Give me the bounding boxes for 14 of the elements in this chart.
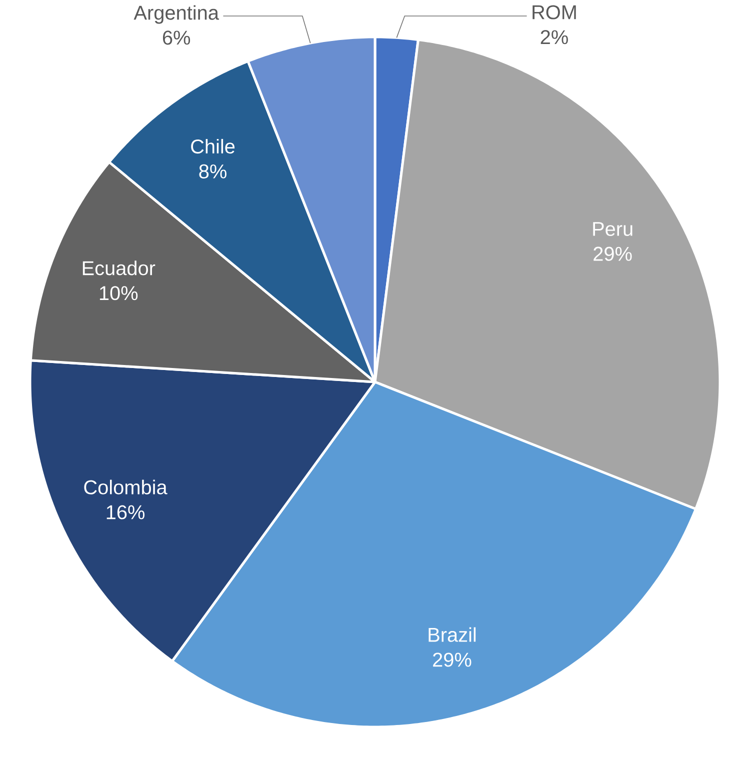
slice-label: Ecuador: [82, 260, 156, 276]
slice-label: Colombia: [84, 480, 168, 494]
slice-label: Peru: [593, 222, 632, 236]
data-label: 29%: [433, 652, 472, 667]
data-label: 2%: [540, 30, 568, 44]
slice-label: Argentina: [134, 5, 219, 24]
slice-label: Brazil: [428, 627, 476, 642]
slice-label: ROM: [532, 5, 576, 20]
data-label: 16%: [106, 505, 144, 520]
slice-label: Chile: [191, 138, 235, 154]
data-label: 10%: [100, 286, 138, 300]
data-label: 29%: [594, 246, 632, 261]
data-label: 8%: [199, 164, 226, 178]
data-label: 6%: [162, 30, 190, 45]
